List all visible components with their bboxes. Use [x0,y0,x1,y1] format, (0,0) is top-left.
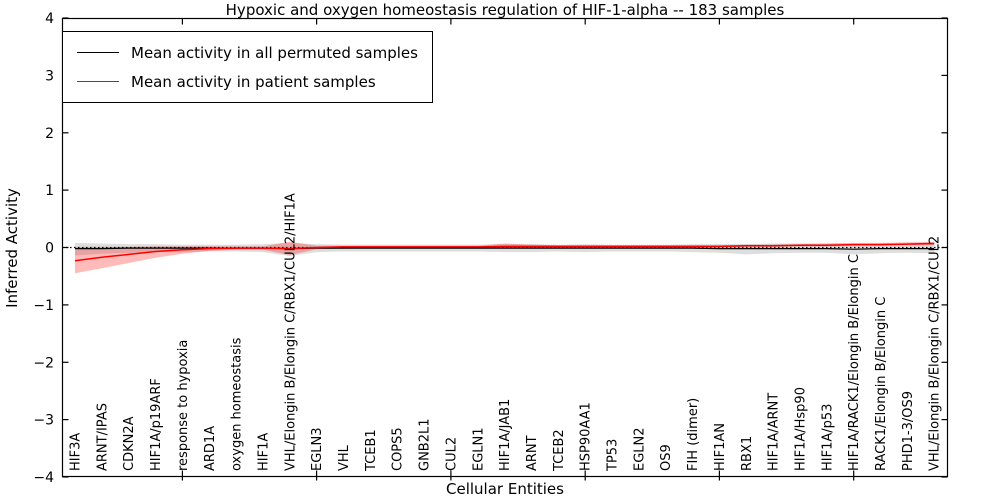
y-tick-label: −3 [33,413,54,429]
x-category-label: RACK1/Elongin B/Elongin C [874,297,889,471]
patient-line-sample-icon [77,81,119,82]
x-category-label: HIF1A/Hsp90 [794,387,809,471]
x-category-label: ARD1A [203,426,218,471]
legend: Mean activity in all permuted samples Me… [62,31,433,103]
x-category-label: CDKN2A [122,416,137,471]
y-tick-label: 4 [45,11,54,27]
x-category-label: COPS5 [391,427,406,471]
x-category-label: HSP90AA1 [579,402,594,471]
x-category-label: RBX1 [740,436,755,471]
x-category-label: OS9 [659,444,674,471]
patient-band [75,241,935,274]
x-category-label: ARNT/IPAS [95,403,110,471]
x-category-label: HIF1A/ARNT [767,393,782,471]
x-category-label: PHD1-3/OS9 [901,391,916,471]
x-category-label: HIF1A/JAB1 [498,399,513,471]
y-tick-label: −1 [33,298,54,314]
plot-border [61,17,949,478]
x-category-label: FIH (dimer) [686,398,701,471]
x-category-label: HIF1A/p53 [820,404,835,471]
x-category-label: HIF1A [257,433,272,471]
chart-title: Hypoxic and oxygen homeostasis regulatio… [225,1,785,19]
x-category-label: EGLN2 [632,427,647,471]
legend-label-patient: Mean activity in patient samples [131,72,376,91]
x-category-label: oxygen homeostasis [230,337,245,471]
legend-item-patient: Mean activity in patient samples [77,67,418,96]
x-category-label: response to hypoxia [176,340,191,471]
x-category-label: VHL/Elongin B/Elongin C/RBX1/CUL2 [928,236,943,471]
x-axis-label: Cellular Entities [446,480,564,498]
y-axis-label: Inferred Activity [3,188,21,308]
x-category-label: HIF1A/p19ARF [149,378,164,471]
x-category-label: EGLN1 [471,427,486,471]
y-tick-label: 1 [45,183,54,199]
legend-label-permuted: Mean activity in all permuted samples [131,43,418,62]
x-category-label: TCEB1 [364,429,379,472]
x-category-label: EGLN3 [310,427,325,471]
x-category-label: GNB2L1 [418,418,433,471]
x-category-label: TCEB2 [552,429,567,472]
x-category-label: VHL/Elongin B/Elongin C/RBX1/CUL2/HIF1A [283,193,298,471]
legend-item-permuted: Mean activity in all permuted samples [77,38,418,67]
y-tick-label: 3 [45,68,54,84]
permuted-line-sample-icon [77,52,119,53]
x-category-label: TP53 [606,439,621,472]
y-tick-label: −4 [33,470,54,486]
x-category-label: HIF3A [69,433,84,471]
y-tick-label: 2 [45,126,54,142]
y-tick-label: 0 [45,241,54,257]
x-category-label: HIF1A/RACK1/Elongin B/Elongin C [847,254,862,471]
x-category-label: CUL2 [444,437,459,471]
patient-line [74,242,935,262]
y-tick-label: −2 [33,355,54,371]
x-category-label: VHL [337,444,352,471]
x-category-label: HIF1AN [713,423,728,471]
x-category-label: ARNT [525,435,540,471]
